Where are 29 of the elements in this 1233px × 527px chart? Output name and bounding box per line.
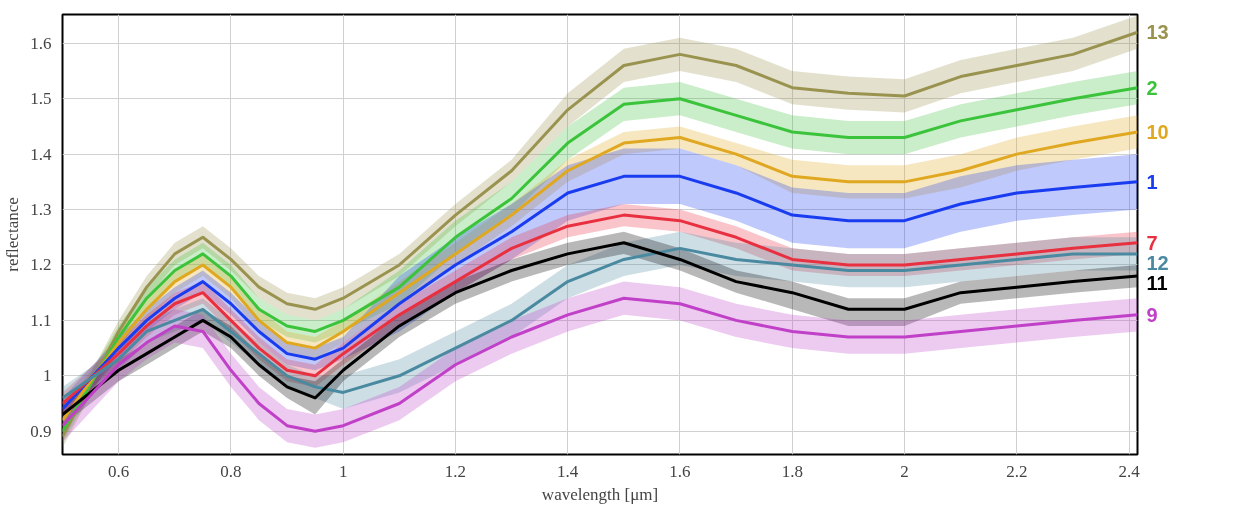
y-tick-label: 1.2 [30, 255, 52, 275]
y-tick-label: 1.1 [30, 310, 52, 330]
x-tick-label: 1 [338, 461, 348, 481]
series-label: 12 [1146, 251, 1169, 274]
x-tick-label: 1.4 [557, 461, 579, 481]
x-tick-label: 2.2 [1006, 461, 1028, 481]
y-axis-title: reflectance [3, 197, 23, 272]
x-axis-title: wavelength [μm] [541, 484, 659, 504]
series-label: 2 [1146, 76, 1158, 99]
series-label: 7 [1146, 231, 1158, 254]
line-series [62, 296, 1138, 433]
y-tick-label: 1.5 [30, 89, 52, 109]
x-tick-label: 2 [900, 461, 909, 481]
series-label: 10 [1146, 120, 1169, 143]
series-label: 11 [1146, 271, 1168, 294]
series-label: 1 [1146, 170, 1158, 193]
x-tick-label: 0.6 [108, 461, 130, 481]
x-tick-label: 1.8 [781, 461, 803, 481]
series-label: 9 [1146, 303, 1158, 326]
y-tick-label: 1 [43, 366, 52, 386]
y-tick-label: 1.4 [30, 144, 52, 164]
y-tick-label: 1.3 [30, 200, 52, 220]
y-tick-label: 0.9 [30, 421, 52, 441]
x-tick-label: 2.4 [1118, 461, 1141, 481]
y-tick-label: 1.6 [30, 33, 52, 53]
x-tick-label: 1.2 [444, 461, 467, 481]
series-label: 13 [1146, 21, 1169, 44]
x-tick-label: 1.6 [669, 461, 691, 481]
x-tick-label: 0.8 [220, 461, 242, 481]
